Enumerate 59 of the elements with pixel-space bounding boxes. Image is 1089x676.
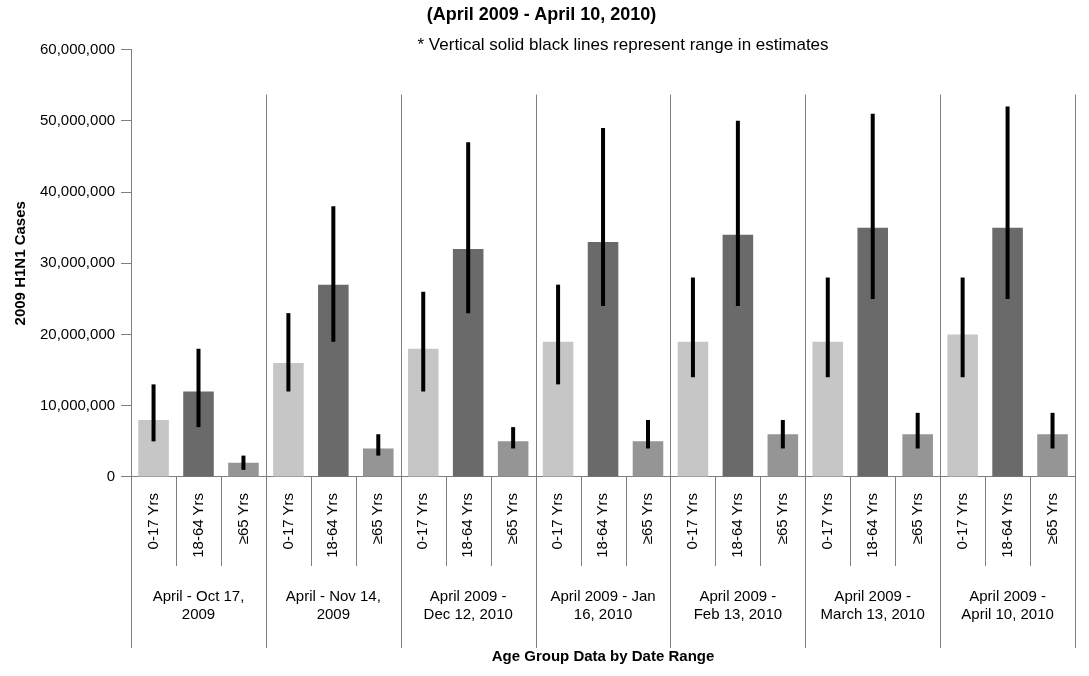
y-tick-label: 10,000,000 (40, 395, 116, 413)
text: 18-64 Yrs (728, 492, 746, 558)
bar (947, 334, 978, 477)
text: 0-17 Yrs (548, 492, 566, 550)
text: 18-64 Yrs (458, 492, 476, 558)
bar (812, 341, 844, 477)
y-tick-label: 0 (106, 467, 116, 485)
text: ≥65 Yrs (772, 492, 790, 545)
bar (857, 227, 889, 477)
y-tick-label: 30,000,000 (40, 253, 116, 271)
text: 18-64 Yrs (188, 492, 206, 558)
text: 0-17 Yrs (952, 492, 970, 550)
x-tick-label: April - Nov 14, 2009 (285, 587, 381, 623)
bar (902, 434, 933, 477)
bar (632, 441, 664, 477)
text: 0-17 Yrs (683, 492, 701, 550)
bar (273, 363, 304, 477)
bar (407, 348, 439, 477)
text: ≥65 Yrs (368, 492, 386, 545)
y-tick-label: 20,000,000 (40, 324, 116, 342)
bar (722, 234, 754, 477)
bar (138, 419, 169, 477)
bar (992, 227, 1023, 477)
bar (183, 391, 214, 477)
text: 18-64 Yrs (997, 492, 1015, 558)
bar (497, 441, 529, 477)
text: 0-17 Yrs (817, 492, 835, 550)
bar (767, 434, 799, 477)
x-tick-label: April 2009 - Jan 16, 2010 (550, 587, 656, 623)
y-axis-title: 2009 H1N1 Cases (11, 201, 29, 326)
text: 18-64 Yrs (323, 492, 341, 558)
x-tick-label: April 2009 - April 10, 2010 (961, 587, 1054, 623)
text: 0-17 Yrs (413, 492, 431, 550)
bar (363, 448, 394, 477)
y-tick-label: 60,000,000 (40, 39, 116, 57)
text: 0-17 Yrs (143, 492, 161, 550)
y-tick-label: 40,000,000 (40, 182, 116, 200)
chart-title: (April 2009 - April 10, 2010) (426, 3, 657, 24)
y-tick-label: 50,000,000 (40, 110, 116, 128)
bar (1037, 434, 1068, 477)
text: 18-64 Yrs (862, 492, 880, 558)
x-tick-label: April 2009 - March 13, 2010 (820, 587, 925, 623)
bar (318, 284, 349, 477)
bar (452, 249, 484, 477)
bar (677, 341, 709, 477)
x-tick-label: April 2009 - Feb 13, 2010 (693, 587, 783, 623)
bar (587, 241, 619, 477)
text: ≥65 Yrs (503, 492, 521, 545)
text: ≥65 Yrs (638, 492, 656, 545)
bar (542, 341, 574, 477)
annotation: * Vertical solid black lines represent range in estimates (417, 35, 829, 55)
text: 18-64 Yrs (593, 492, 611, 558)
x-tick-label: April - Oct 17, 2009 (152, 587, 245, 623)
x-tick-label: April 2009 - Dec 12, 2010 (423, 587, 513, 623)
text: ≥65 Yrs (233, 492, 251, 545)
text: 0-17 Yrs (278, 492, 296, 550)
x-axis-title: Age Group Data by Date Range (491, 647, 715, 665)
text: ≥65 Yrs (1042, 492, 1060, 545)
text: ≥65 Yrs (907, 492, 925, 545)
